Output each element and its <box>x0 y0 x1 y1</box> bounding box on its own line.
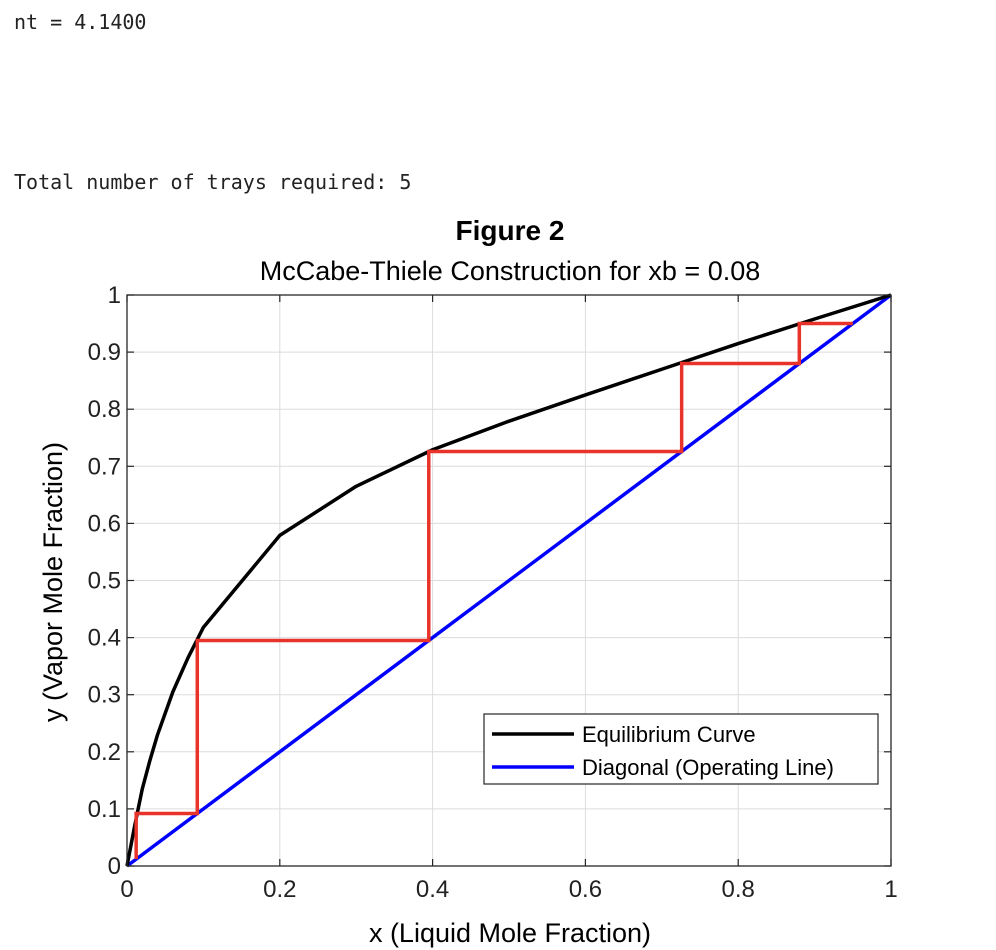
y-tick-label: 0.3 <box>88 682 121 709</box>
legend: Equilibrium Curve Diagonal (Operating Li… <box>483 713 879 785</box>
x-axis-label: x (Liquid Mole Fraction) <box>369 918 651 948</box>
legend-box <box>483 713 879 785</box>
y-tick-label: 0.8 <box>88 396 121 423</box>
y-tick-label: 0.7 <box>88 453 121 480</box>
y-tick-label: 1 <box>108 282 121 309</box>
y-tick-label: 0.4 <box>88 625 121 652</box>
console-output-nt: nt = 4.1400 <box>14 10 147 34</box>
x-tick-label: 0.8 <box>722 876 755 903</box>
y-tick-label: 0 <box>108 853 121 880</box>
figure-title: Figure 2 <box>456 215 565 246</box>
series-stage-steps <box>134 321 853 860</box>
x-tick-label: 0.4 <box>416 876 449 903</box>
y-tick-label: 0.6 <box>88 510 121 537</box>
y-tick-label: 0.2 <box>88 739 121 766</box>
plot-lines <box>125 293 893 868</box>
x-tick-label: 0 <box>120 876 133 903</box>
ticks: 0 0.2 0.4 0.6 0.8 1 0 0.1 0.2 0.3 0.4 0.5 0.6 0.7 0.8 0… <box>88 282 898 903</box>
x-tick-label: 0.2 <box>263 876 296 903</box>
legend-label-equilibrium: Equilibrium Curve <box>582 722 756 747</box>
series-diagonal-operating-line <box>125 293 893 868</box>
legend-label-diagonal: Diagonal (Operating Line) <box>582 755 834 780</box>
chart-title: McCabe-Thiele Construction for xb = 0.08 <box>260 256 761 286</box>
y-tick-label: 0.1 <box>88 796 121 823</box>
y-tick-label: 0.5 <box>88 568 121 595</box>
x-tick-label: 1 <box>884 876 897 903</box>
x-tick-label: 0.6 <box>569 876 602 903</box>
series-equilibrium-curve <box>125 293 892 867</box>
console-output-trays: Total number of trays required: 5 <box>14 170 412 194</box>
y-tick-label: 0.9 <box>88 339 121 366</box>
y-axis-label: y (Vapor Mole Fraction) <box>38 442 68 722</box>
